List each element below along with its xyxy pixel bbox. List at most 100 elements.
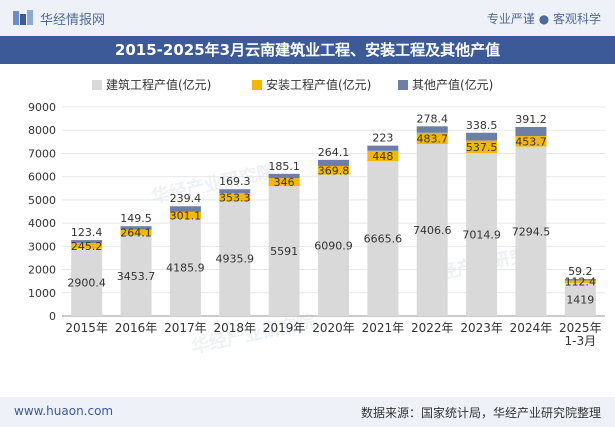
y-tick-label: 3000 bbox=[28, 240, 56, 253]
bar-segment bbox=[71, 248, 103, 316]
bar-segment bbox=[515, 126, 547, 137]
data-label: 346 bbox=[274, 176, 295, 189]
data-label: 369.8 bbox=[318, 164, 350, 177]
legend-label: 建筑工程产值(亿元) bbox=[106, 77, 211, 92]
legend-swatch bbox=[92, 80, 102, 90]
data-label: 353.3 bbox=[219, 191, 251, 204]
data-label: 223 bbox=[372, 132, 393, 145]
slogan: 专业严谨 ● 客观科学 bbox=[486, 12, 601, 26]
top-banner: 华经情报网 专业严谨 ● 客观科学 bbox=[0, 0, 615, 36]
data-label: 7406.6 bbox=[413, 224, 452, 237]
bar-segment bbox=[169, 206, 201, 212]
bar-segment bbox=[367, 145, 399, 151]
data-label: 59.2 bbox=[568, 265, 593, 278]
footer-url[interactable]: www.huaon.com bbox=[14, 404, 114, 418]
stacked-bar-chart: 建筑工程产值(亿元) 安装工程产值(亿元) 其他产值(亿元) 0 1000 2000 300… bbox=[28, 77, 605, 348]
bar-segment bbox=[120, 235, 152, 316]
bar-segment bbox=[219, 189, 251, 194]
data-label: 4935.9 bbox=[216, 253, 255, 266]
bar-segment bbox=[466, 140, 498, 154]
legend-swatch bbox=[252, 80, 262, 90]
bar-segment bbox=[268, 186, 300, 316]
bar-segment bbox=[564, 283, 596, 316]
bar-segment bbox=[367, 161, 399, 316]
footer-source: 数据来源：国家统计局，华经产业研究院整理 bbox=[360, 406, 601, 420]
data-label: 483.7 bbox=[416, 132, 448, 145]
legend-label: 安装工程产值(亿元) bbox=[266, 77, 371, 92]
data-label: 3453.7 bbox=[117, 270, 156, 283]
x-tick-label: 2023年 bbox=[460, 321, 503, 335]
data-label: 2900.4 bbox=[67, 276, 106, 289]
data-label: 448 bbox=[372, 150, 393, 163]
bar-segment bbox=[169, 211, 201, 219]
data-label: 185.1 bbox=[268, 160, 300, 173]
x-tick-label: 2017年 bbox=[164, 321, 207, 335]
y-tick-label: 9000 bbox=[28, 101, 56, 114]
data-label: 112.4 bbox=[565, 276, 597, 289]
x-tick-label: 2022年 bbox=[411, 321, 454, 335]
bar-segment bbox=[515, 146, 547, 316]
x-tick-label: 2018年 bbox=[213, 321, 256, 335]
data-label: 169.3 bbox=[219, 175, 251, 188]
x-tick-label: 2019年 bbox=[263, 321, 306, 335]
data-label: 391.2 bbox=[515, 113, 547, 126]
data-label: 4185.9 bbox=[166, 261, 205, 274]
bar-segment bbox=[268, 178, 300, 187]
data-label: 264.1 bbox=[120, 227, 152, 240]
data-label: 1419 bbox=[566, 294, 594, 307]
bar-segment bbox=[169, 218, 201, 316]
bar-segment bbox=[219, 193, 251, 202]
data-label: 453.7 bbox=[515, 135, 547, 148]
data-label: 264.1 bbox=[318, 146, 350, 159]
bar-segment bbox=[71, 240, 103, 243]
bar-segment bbox=[416, 144, 448, 316]
bar-segment bbox=[416, 126, 448, 133]
bar-segment bbox=[466, 153, 498, 316]
y-tick-label: 8000 bbox=[28, 124, 56, 137]
site-name: 华经情报网 bbox=[40, 13, 106, 28]
bar-segment bbox=[416, 132, 448, 145]
bar-segment bbox=[268, 173, 300, 179]
x-tick-label: 2015年 bbox=[65, 321, 108, 335]
y-tick-label: 5000 bbox=[28, 194, 56, 207]
data-label: 301.1 bbox=[170, 209, 202, 222]
y-tick-label: 1000 bbox=[28, 287, 56, 300]
bar-segment bbox=[466, 132, 498, 141]
y-tick-label: 2000 bbox=[28, 264, 56, 277]
data-label: 278.4 bbox=[416, 112, 448, 125]
bar-segment bbox=[564, 280, 596, 284]
legend-label: 其他产值(亿元) bbox=[412, 77, 493, 92]
x-tick-label: 2024年 bbox=[510, 321, 553, 335]
bar-segment bbox=[318, 174, 349, 316]
bar-segment bbox=[120, 229, 152, 236]
x-tick-label: 2025年 bbox=[559, 321, 602, 335]
data-label: 6090.9 bbox=[314, 239, 353, 252]
data-label: 245.2 bbox=[71, 240, 103, 253]
x-tick-label: 2016年 bbox=[115, 321, 158, 335]
data-label: 537.5 bbox=[466, 141, 498, 154]
data-label: 5591 bbox=[270, 245, 298, 258]
bar-segment bbox=[120, 226, 152, 230]
data-label: 239.4 bbox=[170, 192, 202, 205]
data-label: 6665.6 bbox=[364, 233, 403, 246]
x-tick-label: 2021年 bbox=[362, 321, 405, 335]
bar-segment bbox=[515, 136, 547, 147]
y-tick-label: 7000 bbox=[28, 147, 56, 160]
data-label: 123.4 bbox=[71, 226, 103, 239]
y-tick-label: 6000 bbox=[28, 171, 56, 184]
data-label: 7014.9 bbox=[462, 229, 501, 242]
y-tick-label: 0 bbox=[49, 310, 56, 323]
bar-segment bbox=[71, 242, 103, 249]
bar-segment bbox=[219, 201, 251, 316]
data-label: 7294.5 bbox=[512, 225, 551, 238]
footer-bar: www.huaon.com 数据来源：国家统计局，华经产业研究院整理 bbox=[0, 397, 615, 427]
x-tick-label: 2020年 bbox=[312, 321, 355, 335]
bar-segment bbox=[318, 159, 349, 166]
y-tick-label: 4000 bbox=[28, 217, 56, 230]
huajing-logo-icon bbox=[13, 10, 33, 25]
legend-swatch bbox=[398, 80, 408, 90]
data-label: 338.5 bbox=[466, 119, 498, 132]
data-label: 149.5 bbox=[120, 212, 152, 225]
chart-title: 2015-2025年3月云南建筑业工程、安装工程及其他产值 bbox=[0, 36, 615, 64]
bar-segment bbox=[318, 165, 349, 175]
